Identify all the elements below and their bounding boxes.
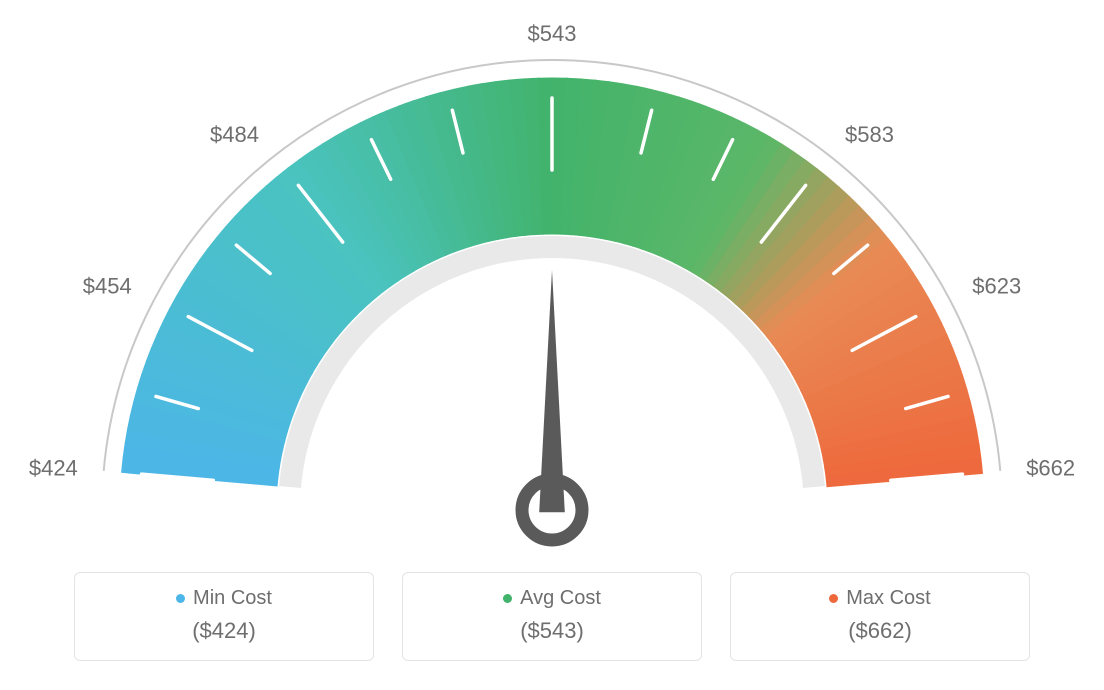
- gauge-svg: $424 $454 $484 $543 $583 $623 $662: [0, 0, 1104, 560]
- gauge-tick-label: $623: [972, 274, 1021, 299]
- legend-card-min: Min Cost ($424): [74, 572, 374, 661]
- gauge-tick-label: $424: [29, 456, 78, 481]
- legend-label-avg: Avg Cost: [520, 587, 601, 609]
- gauge-tick-label: $543: [528, 21, 577, 46]
- gauge-tick-label: $662: [1026, 456, 1075, 481]
- legend-title-min: Min Cost: [95, 587, 353, 610]
- legend-value-avg: ($543): [423, 618, 681, 644]
- legend-dot-avg: [503, 594, 512, 603]
- legend-card-max: Max Cost ($662): [730, 572, 1030, 661]
- legend-dot-max: [829, 594, 838, 603]
- gauge-tick-label: $583: [845, 122, 894, 147]
- legend-label-min: Min Cost: [193, 587, 272, 609]
- legend-row: Min Cost ($424) Avg Cost ($543) Max Cost…: [0, 572, 1104, 661]
- legend-label-max: Max Cost: [846, 587, 930, 609]
- legend-card-avg: Avg Cost ($543): [402, 572, 702, 661]
- legend-value-min: ($424): [95, 618, 353, 644]
- gauge-tick-label: $454: [83, 274, 132, 299]
- legend-dot-min: [176, 594, 185, 603]
- legend-title-max: Max Cost: [751, 587, 1009, 610]
- gauge-chart: $424 $454 $484 $543 $583 $623 $662: [0, 0, 1104, 560]
- legend-value-max: ($662): [751, 618, 1009, 644]
- gauge-tick-label: $484: [210, 122, 259, 147]
- legend-title-avg: Avg Cost: [423, 587, 681, 610]
